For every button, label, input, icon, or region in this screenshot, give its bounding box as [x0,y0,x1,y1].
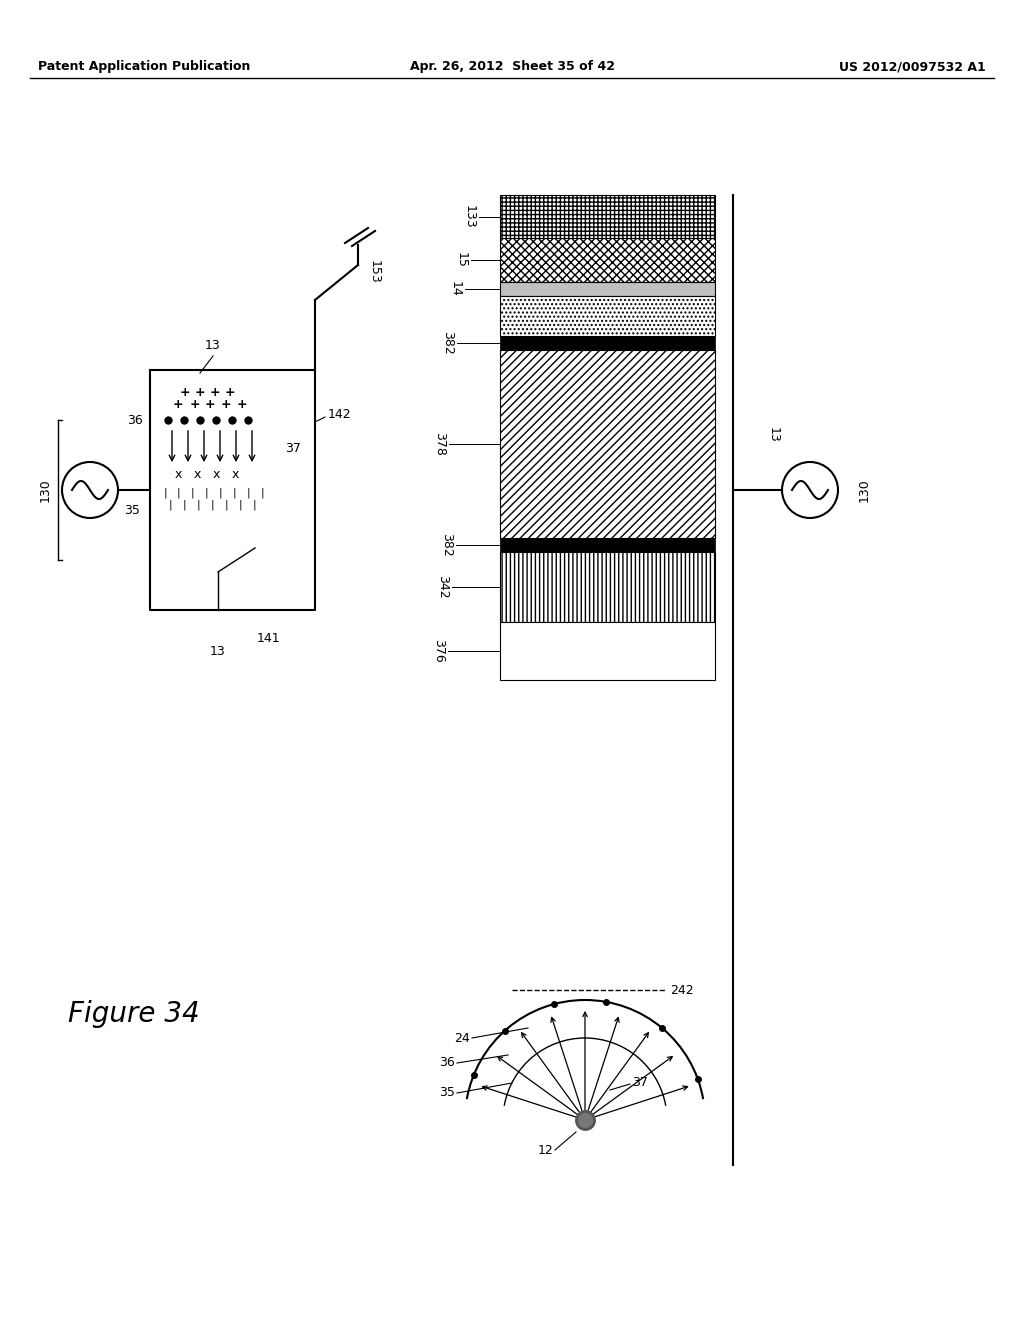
Text: 141: 141 [256,632,280,645]
Text: 36: 36 [439,1056,455,1069]
Text: +: + [179,385,190,399]
Text: 13: 13 [210,645,226,657]
Text: |: | [168,500,172,511]
Text: 13: 13 [767,428,780,444]
Text: 376: 376 [432,639,445,663]
Text: x: x [212,467,220,480]
Text: 382: 382 [440,533,453,557]
Text: |: | [260,488,264,498]
Text: 133: 133 [463,205,476,228]
Text: Apr. 26, 2012  Sheet 35 of 42: Apr. 26, 2012 Sheet 35 of 42 [410,59,614,73]
Text: 35: 35 [124,503,140,516]
Text: 142: 142 [328,408,351,421]
Bar [500,552,715,622]
Text: |: | [224,500,227,511]
Text: 15: 15 [455,252,468,268]
Text: |: | [218,488,222,498]
Text: 24: 24 [455,1031,470,1044]
Bar [500,337,715,350]
Text: +: + [221,399,231,412]
Text: 12: 12 [538,1143,553,1156]
Text: |: | [239,500,242,511]
Text: |: | [176,488,180,498]
Text: +: + [237,399,248,412]
Text: x: x [231,467,239,480]
Bar [500,296,715,337]
Text: 14: 14 [449,281,462,297]
Text: +: + [173,399,183,412]
Text: 37: 37 [285,441,301,454]
Text: 13: 13 [205,339,221,352]
Text: 153: 153 [368,260,381,284]
Text: 342: 342 [436,576,449,599]
Bar [500,350,715,539]
Text: x: x [174,467,181,480]
Text: |: | [163,488,167,498]
Text: Figure 34: Figure 34 [68,1001,200,1028]
Text: +: + [224,385,236,399]
Bar [500,195,715,238]
Text: |: | [252,500,256,511]
Text: 35: 35 [439,1086,455,1100]
Text: +: + [205,399,215,412]
Bar [500,539,715,552]
Bar [500,622,715,680]
Text: 130: 130 [39,478,51,502]
Text: 130: 130 [858,478,871,502]
Text: x: x [194,467,201,480]
Text: 382: 382 [441,331,454,355]
Text: Patent Application Publication: Patent Application Publication [38,59,251,73]
Text: 36: 36 [127,413,143,426]
Text: |: | [246,488,250,498]
Text: US 2012/0097532 A1: US 2012/0097532 A1 [840,59,986,73]
Bar [500,238,715,282]
Text: |: | [190,488,194,498]
Text: 378: 378 [433,432,446,455]
Text: |: | [210,500,214,511]
Text: |: | [182,500,185,511]
Bar [500,282,715,296]
Text: |: | [197,500,200,511]
Text: 242: 242 [670,983,693,997]
Text: +: + [189,399,201,412]
Text: 37: 37 [632,1076,648,1089]
Text: |: | [204,488,208,498]
Text: +: + [195,385,206,399]
Text: +: + [210,385,220,399]
Text: |: | [232,488,236,498]
